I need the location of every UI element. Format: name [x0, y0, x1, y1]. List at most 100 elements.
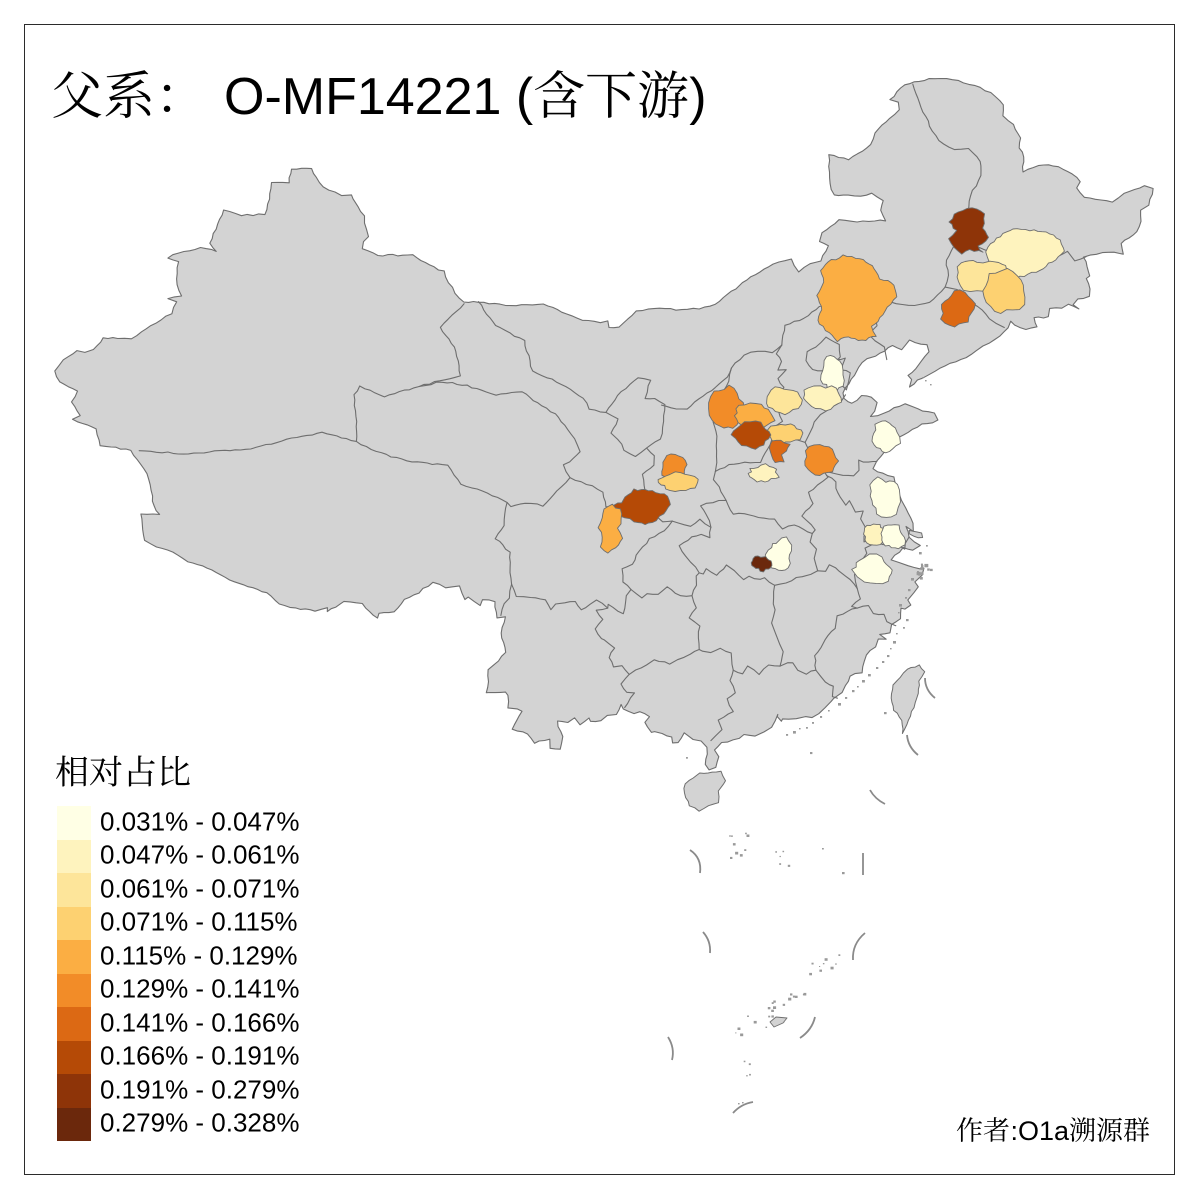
title-cjk-prefix [53, 70, 171, 119]
prefecture-patch [816, 254, 898, 343]
islet [779, 863, 782, 865]
border-tibet-qinghai [355, 440, 508, 504]
islet [830, 966, 834, 970]
border-zhejiang-fujian [856, 605, 897, 627]
border-shanxi-hebei [770, 344, 787, 436]
islet [792, 995, 796, 998]
border-guangxi-guizhou [628, 648, 700, 675]
legend-label: 0.115% - 0.129% [100, 940, 298, 971]
dash-segment [732, 1101, 754, 1114]
islet [738, 1103, 740, 1105]
islet [920, 572, 924, 575]
islet [742, 1102, 744, 1104]
islet [828, 710, 830, 712]
legend-label: 0.071% - 0.115% [100, 906, 298, 937]
prefecture-patch [730, 420, 772, 450]
taiwan-island [890, 664, 926, 734]
border-chongqing-hubei [678, 526, 712, 574]
islet [743, 1060, 746, 1063]
border-tibet-yunnan [500, 583, 513, 616]
border-fujian-guangdong [815, 669, 838, 699]
map-title: O-MF14221 () [51, 68, 707, 123]
islet [730, 856, 733, 859]
border-hunan-guangdong [732, 664, 781, 676]
islet [930, 384, 932, 386]
border-anhui-jiangxi [817, 564, 858, 589]
islet [811, 962, 814, 965]
border-hubei-hunan [698, 564, 776, 586]
sea-islets [686, 377, 933, 1105]
prefecture-patch [747, 463, 780, 483]
dash-segment [667, 1036, 674, 1061]
legend-label: 0.279% - 0.328% [100, 1107, 300, 1138]
border-ningxia-ring [605, 377, 666, 458]
prefecture-patch [880, 524, 906, 550]
islet [735, 1032, 737, 1034]
islet [793, 731, 796, 734]
border-jiangxi-fujian [814, 607, 858, 671]
islet [802, 994, 805, 996]
prefecture-patch [768, 439, 791, 464]
border-sichuan-guizhou [607, 588, 632, 615]
islet [924, 563, 929, 568]
border-henan-anhui [801, 469, 829, 535]
islet [779, 855, 781, 858]
legend-label: 0.141% - 0.166% [100, 1007, 300, 1038]
islet [890, 648, 892, 650]
country-and-provinces [54, 77, 1154, 812]
spratly-islet [769, 1016, 788, 1028]
islet [842, 872, 845, 875]
prefecture-patch [948, 207, 989, 255]
author-cjk-prefix [957, 1117, 1010, 1142]
border-anhui-hubei [809, 532, 819, 572]
border-guangdong-guangxi [710, 669, 736, 742]
prefecture-patch [863, 523, 888, 546]
prefecture-patches [597, 207, 1065, 585]
border-hunan-guizhou [688, 595, 701, 651]
islet [775, 851, 777, 853]
islet [905, 597, 907, 599]
prefecture-patch [657, 471, 699, 492]
border-neimenggu-jilin [944, 245, 955, 288]
islet [748, 1063, 751, 1066]
islet [773, 1000, 776, 1003]
islet [893, 641, 896, 644]
prefecture-patch [940, 289, 976, 328]
islet [812, 722, 814, 724]
islet [771, 1002, 774, 1004]
dash-segment [799, 1016, 816, 1039]
border-hunan-guangxi [698, 647, 734, 671]
islet [747, 1015, 749, 1017]
prefecture-patch [851, 553, 893, 585]
author-latin: :O1a [1010, 1116, 1069, 1146]
border-shaanxi-hubei [700, 499, 727, 528]
islet [732, 843, 736, 846]
dash-segment [689, 849, 702, 874]
islet [898, 612, 900, 614]
border-sichuan-chongqing [621, 520, 673, 591]
islet [925, 380, 927, 382]
author-cjk-suffix [1069, 1117, 1150, 1143]
border-xinjiang-gansu [418, 303, 465, 388]
islet [911, 578, 914, 581]
islet [740, 1033, 744, 1037]
border-beijing-ring [805, 336, 841, 372]
islet [919, 577, 923, 580]
border-chongqing-guizhou [630, 586, 693, 599]
islet [731, 835, 733, 837]
islet [745, 832, 747, 835]
islet [917, 571, 919, 573]
author-credit: :O1a [956, 1116, 1150, 1147]
islet [862, 680, 865, 683]
islet [822, 963, 825, 965]
border-hubei-jiangxi [774, 570, 819, 586]
border-jiangxi-guangdong [779, 662, 817, 675]
prefecture-patch [750, 555, 773, 573]
legend-label: 0.061% - 0.071% [100, 873, 300, 904]
islet [926, 545, 928, 547]
islet [903, 627, 905, 629]
islet [930, 568, 933, 572]
border-qinghai-sichuan [506, 477, 571, 508]
